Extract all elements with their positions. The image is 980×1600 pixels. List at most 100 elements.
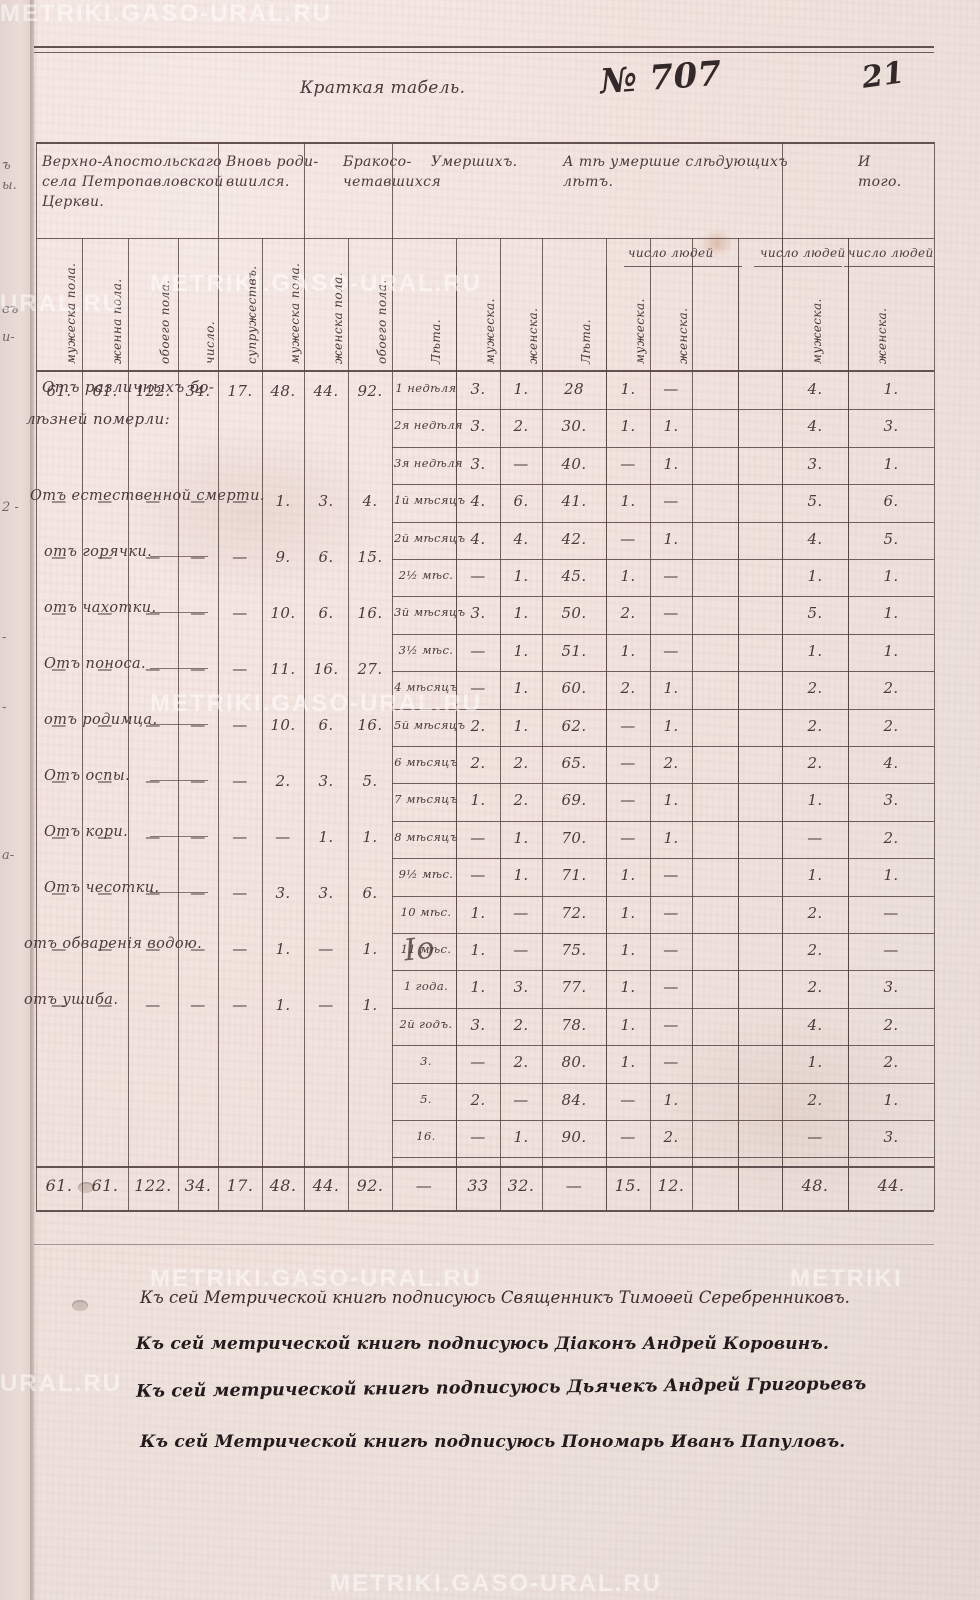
age-cell-female: —: [663, 604, 679, 623]
table-cell: 3.: [318, 772, 334, 790]
table-bottom-rule: [36, 1210, 934, 1212]
total-cell-male: 1.: [807, 641, 823, 660]
age-label-left: 16.: [416, 1129, 436, 1143]
table-cell: —: [232, 492, 248, 510]
age-label-right: 70.: [561, 828, 587, 847]
table-cell: —: [145, 604, 161, 622]
age-label-right: 40.: [561, 454, 587, 473]
age-cell-male: 1.: [620, 417, 636, 436]
age-cell-male: 1.: [470, 791, 486, 810]
age-row-rule: [392, 671, 934, 673]
age-row-rule: [392, 1082, 934, 1084]
cause-label: отъ ушиба.: [24, 992, 119, 1008]
age-row-rule: [392, 746, 934, 747]
table-cell: 11.: [270, 660, 296, 678]
age-cell-male: 4.: [470, 492, 486, 511]
table-cell: —: [97, 828, 113, 846]
age-label-right: 60.: [561, 679, 587, 698]
age-cell-male: 1.: [620, 941, 636, 959]
leader-line: [150, 612, 208, 613]
age-label-right: 78.: [561, 1015, 587, 1034]
table-cell: 61.: [92, 382, 118, 400]
age-cell-male: —: [620, 1128, 636, 1146]
table-cell: —: [190, 492, 206, 510]
age-cell-female: 2.: [663, 1128, 679, 1146]
column-rule: [650, 238, 651, 1210]
table-cell: —: [97, 716, 113, 734]
age-cell-male: —: [470, 1053, 486, 1072]
edge-mark: 2 -: [2, 500, 19, 515]
age-cell-female: 1.: [663, 417, 679, 436]
table-cell: 1.: [362, 828, 378, 846]
age-label-right: 84.: [561, 1090, 587, 1109]
total-value: 44.: [312, 1176, 340, 1195]
table-cell: 2.: [275, 772, 291, 790]
column-rule: [304, 142, 305, 1210]
age-cell-male: —: [620, 754, 636, 772]
total-cell-male: 4.: [807, 529, 823, 548]
parish-heading: Верхно-Апостольскаго села Петропавловско…: [42, 152, 224, 212]
column-rule: [692, 238, 693, 1210]
table-cell: —: [232, 716, 248, 734]
column-header-8: Лѣта.: [429, 319, 443, 364]
signature-deacon: Къ сей метрической книгѣ подписуюсь Діак…: [136, 1334, 830, 1354]
table-cell: —: [232, 940, 248, 958]
column-header-14: мужеска.: [810, 298, 824, 364]
total-value: 92.: [356, 1176, 384, 1195]
age-cell-female: —: [513, 1090, 529, 1109]
age-cell-female: 1.: [663, 828, 679, 847]
age-row-rule: [392, 783, 934, 785]
table-cell: 27.: [357, 660, 383, 678]
table-cell: —: [51, 940, 67, 958]
age-label-right: 80.: [561, 1053, 587, 1072]
age-row-rule: [392, 446, 934, 448]
age-cell-female: 1.: [663, 716, 679, 735]
table-cell: 9.: [275, 548, 291, 566]
column-rule: [82, 238, 83, 1210]
group-header-total: И того.: [858, 154, 902, 190]
age-label-right: 77.: [561, 978, 587, 997]
table-cell: —: [232, 548, 248, 566]
table-cell: 10.: [270, 604, 296, 622]
column-rule: [542, 238, 543, 1210]
table-cell: 15.: [357, 548, 383, 566]
column-rule: [218, 142, 219, 1210]
age-cell-female: —: [663, 903, 679, 922]
table-cell: —: [51, 660, 67, 678]
age-cell-female: 1.: [513, 716, 529, 735]
column-rule: [738, 266, 739, 1210]
table-cell: 17.: [227, 382, 253, 400]
age-label-left: 2й годъ.: [399, 1016, 453, 1031]
age-cell-male: 1.: [470, 978, 486, 997]
age-cell-male: 2.: [620, 679, 636, 698]
age-label-left: 1й мѣсяцъ: [394, 493, 466, 508]
age-row-rule: [392, 708, 934, 710]
table-cell: 48.: [270, 382, 296, 400]
age-cell-female: 1.: [513, 1128, 529, 1146]
age-label-left: 1 года.: [403, 979, 449, 994]
column-header-1: женна пола.: [110, 278, 124, 364]
total-value: 12.: [657, 1176, 685, 1195]
age-label-right: 45.: [561, 567, 587, 585]
age-label-left: 3½ мѣс.: [398, 642, 454, 657]
age-cell-male: —: [470, 1128, 486, 1146]
age-cell-female: 1.: [513, 866, 529, 885]
signature-priest: Къ сей Метрической книгѣ подписуюсь Свящ…: [140, 1288, 850, 1307]
age-cell-male: —: [620, 1090, 636, 1109]
age-cell-male: 3.: [470, 380, 486, 398]
age-cell-male: 2.: [470, 1090, 486, 1109]
table-cell: —: [190, 604, 206, 622]
total-value: 44.: [877, 1176, 905, 1195]
total-cell-female: 2.: [883, 1015, 899, 1034]
table-cell: —: [145, 884, 161, 902]
column-header-10: женска.: [526, 307, 540, 364]
age-label-right: 65.: [561, 754, 587, 772]
total-cell-male: 2.: [807, 679, 823, 698]
table-cell: 10.: [270, 716, 296, 734]
table-cell: —: [97, 492, 113, 510]
top-rule-secondary: [34, 52, 934, 53]
table-cell: 16.: [313, 660, 339, 678]
column-rule: [848, 238, 849, 1210]
adjacent-page-edge: [0, 0, 34, 1600]
table-cell: 1.: [275, 940, 291, 958]
